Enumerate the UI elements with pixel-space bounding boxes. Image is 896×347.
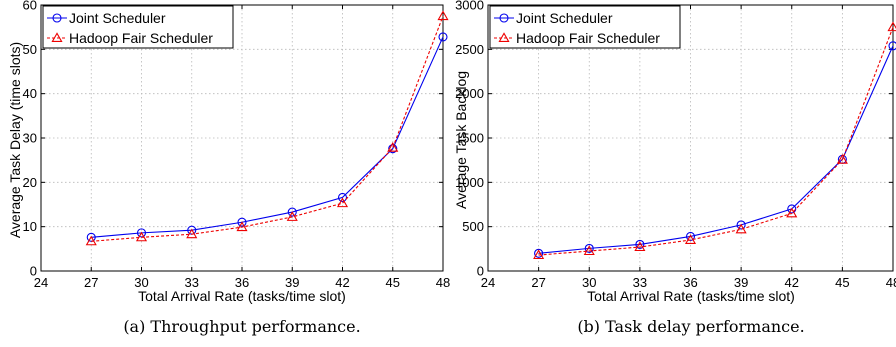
chart-a-caption: (a) Throughput performance. bbox=[123, 317, 360, 336]
x-tick-label: 36 bbox=[235, 275, 249, 290]
y-tick-label: 40 bbox=[23, 86, 37, 101]
data-point-hadoop-fair-scheduler bbox=[186, 228, 198, 239]
data-point-hadoop-fair-scheduler bbox=[286, 211, 298, 221]
data-point-joint-scheduler bbox=[534, 248, 544, 258]
data-point-joint-scheduler bbox=[736, 220, 746, 230]
y-tick-label: 50 bbox=[23, 42, 37, 57]
data-point-hadoop-fair-scheduler bbox=[684, 234, 697, 244]
legend-box bbox=[489, 5, 681, 49]
x-tick-label: 42 bbox=[335, 275, 349, 290]
data-point-joint-scheduler bbox=[337, 192, 348, 202]
data-point-hadoop-fair-scheduler bbox=[236, 221, 248, 232]
data-point-hadoop-fair-scheduler bbox=[533, 249, 545, 260]
data-point-joint-scheduler bbox=[237, 217, 247, 227]
x-tick-label: 24 bbox=[481, 275, 495, 290]
data-point-joint-scheduler bbox=[388, 144, 398, 154]
chart-b-caption: (b) Task delay performance. bbox=[577, 317, 804, 336]
data-point-hadoop-fair-scheduler bbox=[387, 142, 399, 152]
y-tick-label: 2000 bbox=[455, 86, 484, 101]
y-tick-label: 20 bbox=[23, 175, 37, 190]
y-tick-label: 1500 bbox=[455, 131, 484, 146]
x-tick-label: 30 bbox=[582, 275, 596, 290]
series-line-hadoop-fair-scheduler bbox=[91, 15, 444, 242]
data-point-joint-scheduler bbox=[86, 232, 96, 242]
chart-b-x-axis-label: Total Arrival Rate (tasks/time slot) bbox=[587, 288, 795, 304]
data-point-hadoop-fair-scheduler bbox=[735, 223, 747, 234]
data-point-hadoop-fair-scheduler bbox=[786, 207, 798, 218]
chart-a-x-axis-label: Total Arrival Rate (tasks/time slot) bbox=[138, 288, 346, 304]
data-point-joint-scheduler bbox=[584, 243, 594, 253]
legend-label: Joint Scheduler bbox=[69, 10, 166, 26]
chart-b-y-axis-label: Average Task Backlog bbox=[453, 71, 469, 209]
x-tick-label: 33 bbox=[633, 275, 647, 290]
x-tick-label: 24 bbox=[34, 275, 48, 290]
x-tick-label: 39 bbox=[285, 275, 299, 290]
data-point-hadoop-fair-scheduler bbox=[634, 241, 646, 252]
data-point-hadoop-fair-scheduler bbox=[437, 10, 449, 21]
x-tick-label: 36 bbox=[683, 275, 697, 290]
data-point-hadoop-fair-scheduler bbox=[85, 235, 97, 246]
legend-label: Joint Scheduler bbox=[516, 10, 613, 26]
data-point-joint-scheduler bbox=[438, 32, 448, 42]
y-tick-label: 0 bbox=[477, 264, 484, 279]
x-tick-label: 27 bbox=[84, 275, 98, 290]
legend-marker-triangle bbox=[51, 32, 63, 43]
y-tick-label: 2500 bbox=[455, 42, 484, 57]
chart-panel-a: Average Task Delay (time slots) Total Ar… bbox=[7, 0, 450, 336]
x-tick-label: 42 bbox=[785, 275, 799, 290]
data-point-hadoop-fair-scheduler bbox=[583, 245, 595, 256]
data-point-joint-scheduler bbox=[287, 207, 297, 217]
series-line-joint-scheduler bbox=[538, 45, 894, 254]
legend-label: Hadoop Fair Scheduler bbox=[516, 30, 660, 46]
legend-marker-circle bbox=[499, 13, 509, 23]
legend-marker-circle bbox=[52, 13, 62, 23]
x-tick-label: 30 bbox=[134, 275, 148, 290]
data-point-hadoop-fair-scheduler bbox=[336, 197, 349, 208]
data-point-hadoop-fair-scheduler bbox=[836, 154, 848, 164]
chart-panel-b: Average Task Backlog Total Arrival Rate … bbox=[453, 0, 896, 336]
x-tick-label: 33 bbox=[185, 275, 199, 290]
y-tick-label: 1000 bbox=[455, 175, 484, 190]
y-tick-label: 500 bbox=[462, 219, 484, 234]
legend-marker-triangle bbox=[498, 32, 510, 43]
chart-a-y-axis-label: Average Task Delay (time slots) bbox=[7, 42, 23, 238]
y-tick-label: 30 bbox=[23, 131, 37, 146]
y-tick-label: 3000 bbox=[455, 0, 484, 13]
x-tick-label: 45 bbox=[835, 275, 849, 290]
x-tick-label: 27 bbox=[531, 275, 545, 290]
data-point-hadoop-fair-scheduler bbox=[887, 21, 896, 32]
legend-box bbox=[42, 5, 234, 49]
y-tick-label: 10 bbox=[23, 219, 37, 234]
y-tick-label: 60 bbox=[23, 0, 37, 13]
x-tick-label: 48 bbox=[436, 275, 450, 290]
legend-label: Hadoop Fair Scheduler bbox=[69, 30, 213, 46]
data-point-joint-scheduler bbox=[888, 41, 896, 51]
x-tick-label: 48 bbox=[886, 275, 896, 290]
data-point-joint-scheduler bbox=[635, 239, 645, 249]
x-tick-label: 39 bbox=[734, 275, 748, 290]
x-tick-label: 45 bbox=[386, 275, 400, 290]
data-point-hadoop-fair-scheduler bbox=[135, 231, 148, 242]
y-tick-label: 0 bbox=[30, 264, 37, 279]
